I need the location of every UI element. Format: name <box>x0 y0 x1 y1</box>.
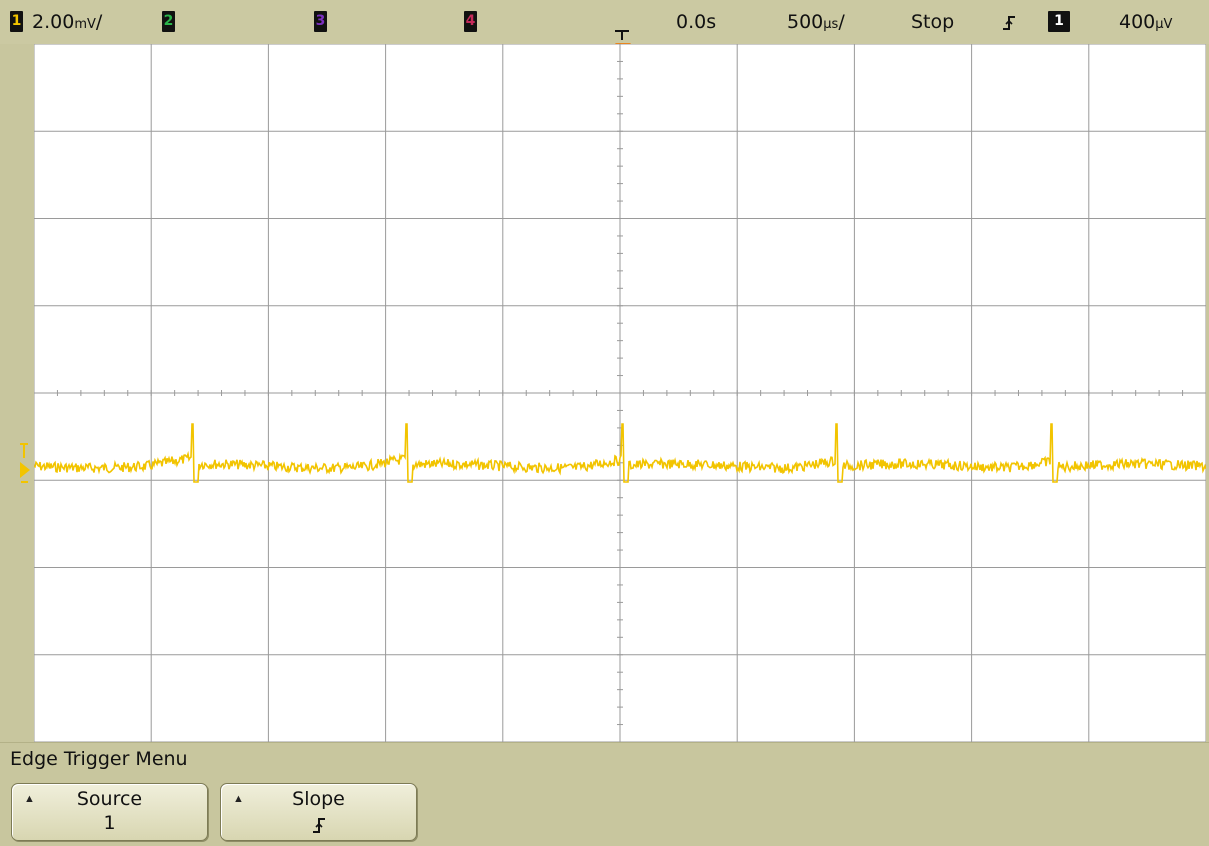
trigger-level-unit: µV <box>1155 17 1173 32</box>
trigger-position-icon <box>615 30 629 40</box>
status-bar: 1 2.00mV/ 2 3 4 0.0s 500µs/ Stop 1 400µV <box>0 0 1209 44</box>
source-softkey-label: Source <box>76 788 143 810</box>
up-arrow-icon: ▲ <box>24 793 35 805</box>
source-softkey-value: 1 <box>103 812 116 834</box>
channel-1-scale: 2.00mV/ <box>32 0 102 44</box>
time-scale-unit: µs <box>823 17 839 32</box>
channel-1-trace <box>34 423 1206 483</box>
slope-softkey-label: Slope <box>292 788 345 810</box>
run-state: Stop <box>911 11 955 33</box>
time-scale: 500µs/ <box>787 0 845 44</box>
menu-title: Edge Trigger Menu <box>10 748 188 770</box>
softkey-menu: Edge Trigger Menu ▲ Source 1 ▲ Slope <box>0 742 1209 846</box>
channel-3-indicator[interactable]: 3 <box>314 11 327 32</box>
channel-1-scale-suffix: / <box>95 11 103 33</box>
graticule <box>34 44 1206 742</box>
slope-softkey-value <box>221 812 416 837</box>
time-delay: 0.0s <box>676 11 717 33</box>
channel-4-indicator[interactable]: 4 <box>464 11 477 32</box>
channel-1-scale-unit: mV <box>74 17 96 32</box>
slope-softkey[interactable]: ▲ Slope <box>220 783 417 841</box>
trigger-level-value: 400 <box>1119 11 1156 33</box>
trigger-source-indicator: 1 <box>1048 11 1070 32</box>
channel-1-ground-marker <box>20 443 30 483</box>
rising-edge-icon <box>1003 16 1015 30</box>
time-scale-suffix: / <box>838 11 845 33</box>
time-scale-value: 500 <box>787 11 824 33</box>
channel-1-scale-value: 2.00 <box>32 11 75 33</box>
up-arrow-icon: ▲ <box>233 793 244 805</box>
rising-edge-icon <box>312 818 325 833</box>
channel-2-indicator[interactable]: 2 <box>162 11 175 32</box>
source-softkey[interactable]: ▲ Source 1 <box>11 783 208 841</box>
channel-1-indicator[interactable]: 1 <box>10 11 23 32</box>
waveform-screen <box>34 44 1206 742</box>
trigger-level: 400µV <box>1119 0 1172 44</box>
